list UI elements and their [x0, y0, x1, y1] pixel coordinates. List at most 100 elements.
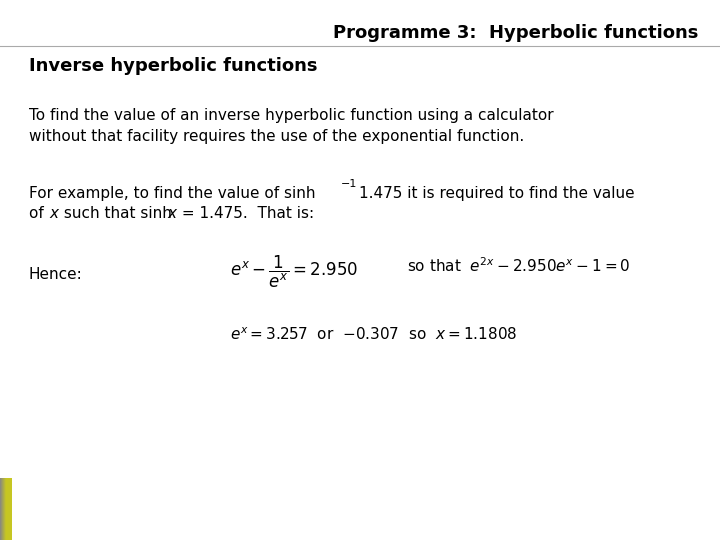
Bar: [6, 478, 12, 540]
Bar: [6, 478, 12, 540]
Text: $e^x = 3.257$  or  $-0.307$  so  $x = 1.1808$: $e^x = 3.257$ or $-0.307$ so $x = 1.1808…: [230, 327, 518, 343]
Bar: [2, 478, 8, 540]
Bar: [4, 478, 11, 540]
Bar: [1, 478, 6, 540]
Bar: [1, 478, 6, 540]
Bar: [6, 478, 12, 540]
Bar: [4, 478, 11, 540]
Bar: [2, 478, 8, 540]
Bar: [6, 478, 12, 540]
Bar: [5, 478, 11, 540]
Bar: [5, 478, 12, 540]
Text: Programme 3:  Hyperbolic functions: Programme 3: Hyperbolic functions: [333, 24, 698, 42]
Bar: [4, 478, 9, 540]
Bar: [4, 478, 10, 540]
Bar: [0, 478, 6, 540]
Bar: [4, 478, 9, 540]
Bar: [6, 478, 12, 540]
Bar: [4, 478, 11, 540]
Bar: [4, 478, 10, 540]
Bar: [2, 478, 8, 540]
Bar: [3, 478, 9, 540]
Bar: [2, 478, 8, 540]
Bar: [3, 478, 9, 540]
Bar: [1, 478, 7, 540]
Bar: [0, 478, 6, 540]
Text: $e^x - \dfrac{1}{e^x} = 2.950$: $e^x - \dfrac{1}{e^x} = 2.950$: [230, 254, 359, 290]
Bar: [2, 478, 8, 540]
Bar: [1, 478, 7, 540]
Bar: [1, 478, 7, 540]
Bar: [1, 478, 7, 540]
Bar: [5, 478, 12, 540]
Text: Worked examples and exercises are in the text: Worked examples and exercises are in the…: [110, 500, 552, 518]
Bar: [1, 478, 6, 540]
Bar: [3, 478, 9, 540]
Bar: [0, 478, 6, 540]
Bar: [5, 478, 12, 540]
Bar: [3, 478, 9, 540]
Bar: [3, 478, 9, 540]
Bar: [0, 478, 6, 540]
Bar: [2, 478, 8, 540]
Bar: [1, 478, 8, 540]
Bar: [2, 478, 9, 540]
Bar: [5, 478, 11, 540]
Bar: [3, 478, 9, 540]
Bar: [1, 478, 7, 540]
Text: Inverse hyperbolic functions: Inverse hyperbolic functions: [29, 57, 318, 75]
Text: −1: −1: [341, 179, 358, 190]
Bar: [2, 478, 8, 540]
Bar: [6, 478, 12, 540]
Bar: [2, 478, 9, 540]
Bar: [2, 478, 8, 540]
Bar: [2, 478, 9, 540]
Bar: [1, 478, 6, 540]
Bar: [1, 478, 6, 540]
Bar: [4, 478, 10, 540]
Bar: [5, 478, 12, 540]
Bar: [5, 478, 11, 540]
Bar: [4, 478, 10, 540]
Bar: [3, 478, 9, 540]
Bar: [3, 478, 9, 540]
Bar: [4, 478, 9, 540]
Bar: [5, 478, 11, 540]
Bar: [5, 478, 11, 540]
Bar: [1, 478, 7, 540]
Bar: [4, 478, 10, 540]
Bar: [1, 478, 7, 540]
Bar: [1, 478, 7, 540]
Text: = 1.475.  That is:: = 1.475. That is:: [177, 206, 314, 221]
Text: 1.475 it is required to find the value: 1.475 it is required to find the value: [359, 186, 635, 201]
Bar: [3, 478, 9, 540]
Bar: [4, 478, 11, 540]
Bar: [1, 478, 8, 540]
Bar: [0, 478, 6, 540]
Bar: [2, 478, 9, 540]
Bar: [4, 478, 10, 540]
Bar: [1, 478, 7, 540]
Bar: [6, 478, 12, 540]
Bar: [4, 478, 9, 540]
Bar: [1, 478, 6, 540]
Bar: [6, 478, 12, 540]
Text: such that sinh: such that sinh: [59, 206, 177, 221]
Bar: [3, 478, 9, 540]
Bar: [5, 478, 11, 540]
Bar: [4, 478, 10, 540]
Text: To find the value of an inverse hyperbolic function using a calculator
without t: To find the value of an inverse hyperbol…: [29, 108, 554, 144]
Text: For example, to find the value of sinh: For example, to find the value of sinh: [29, 186, 315, 201]
Bar: [0, 478, 6, 540]
Bar: [4, 478, 10, 540]
Bar: [2, 478, 8, 540]
Bar: [1, 478, 7, 540]
Bar: [4, 478, 9, 540]
Bar: [4, 478, 10, 540]
Bar: [5, 478, 11, 540]
Bar: [4, 478, 9, 540]
Bar: [0, 478, 6, 540]
Bar: [1, 478, 6, 540]
Bar: [1, 478, 7, 540]
Bar: [0, 478, 6, 540]
